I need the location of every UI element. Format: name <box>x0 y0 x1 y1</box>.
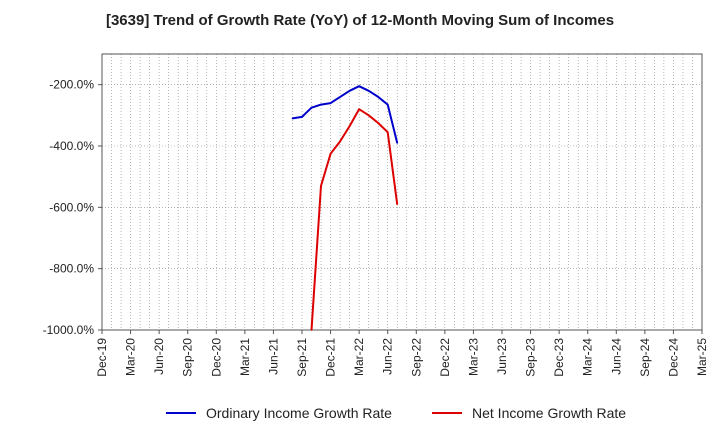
y-tick-label: -600.0% <box>49 200 94 214</box>
data-point <box>329 102 332 104</box>
data-point <box>310 106 313 109</box>
data-point <box>396 142 399 144</box>
data-point <box>291 117 294 120</box>
chart-plot: -200.0%-400.0%-600.0%-800.0%-1000.0%Dec-… <box>43 53 709 377</box>
data-point <box>386 103 389 106</box>
data-point <box>377 96 379 98</box>
x-tick-label: Mar-20 <box>124 338 138 376</box>
x-tick-label: Dec-21 <box>324 338 338 377</box>
legend-swatch <box>166 412 196 414</box>
data-point <box>348 125 351 127</box>
x-tick-label: Mar-22 <box>352 338 366 376</box>
x-tick-label: Dec-23 <box>552 338 566 377</box>
data-point <box>396 203 399 206</box>
data-point <box>367 90 370 92</box>
data-point <box>367 114 370 117</box>
data-point <box>310 329 313 331</box>
x-tick-label: Dec-24 <box>666 338 680 377</box>
x-tick-label: Sep-22 <box>409 338 423 377</box>
y-tick-label: -400.0% <box>49 139 94 153</box>
x-tick-label: Jun-24 <box>609 338 623 375</box>
y-tick-label: -1000.0% <box>43 323 95 337</box>
data-point <box>386 131 389 133</box>
x-tick-label: Sep-20 <box>181 338 195 377</box>
data-point <box>377 122 379 124</box>
x-tick-label: Jun-23 <box>495 338 509 375</box>
series-line-1 <box>292 85 399 144</box>
legend-label: Net Income Growth Rate <box>472 405 627 421</box>
x-tick-label: Dec-19 <box>95 338 109 377</box>
x-tick-label: Mar-21 <box>238 338 252 376</box>
x-tick-label: Mar-24 <box>581 338 595 376</box>
data-point <box>301 116 303 118</box>
x-tick-label: Jun-20 <box>152 338 166 375</box>
data-point <box>358 85 360 87</box>
data-point <box>329 152 332 155</box>
x-tick-label: Mar-23 <box>466 338 480 376</box>
x-tick-label: Jun-22 <box>381 338 395 375</box>
legend-label: Ordinary Income Growth Rate <box>206 405 392 421</box>
data-point <box>339 140 341 143</box>
data-point <box>358 108 360 110</box>
x-tick-label: Jun-21 <box>266 338 280 375</box>
chart-title: [3639] Trend of Growth Rate (YoY) of 12-… <box>105 12 615 29</box>
data-point <box>320 185 322 187</box>
plot-frame <box>101 53 703 331</box>
chart-legend: Ordinary Income Growth Rate Net Income Gr… <box>0 405 720 425</box>
x-tick-label: Dec-20 <box>209 338 223 377</box>
x-tick-label: Sep-21 <box>295 338 309 377</box>
x-tick-label: Sep-24 <box>638 338 652 377</box>
series-line-2 <box>310 108 399 331</box>
data-point <box>339 96 341 98</box>
x-tick-label: Sep-23 <box>524 338 538 377</box>
legend-swatch <box>432 412 462 414</box>
x-tick-label: Dec-22 <box>438 338 452 377</box>
data-point <box>348 90 351 92</box>
y-tick-label: -200.0% <box>49 78 94 92</box>
y-tick-label: -800.0% <box>49 262 94 276</box>
legend-item: Ordinary Income Growth Rate <box>166 405 392 421</box>
legend-item: Net Income Growth Rate <box>432 405 626 421</box>
x-tick-label: Mar-25 <box>695 338 709 376</box>
data-point <box>320 103 322 106</box>
